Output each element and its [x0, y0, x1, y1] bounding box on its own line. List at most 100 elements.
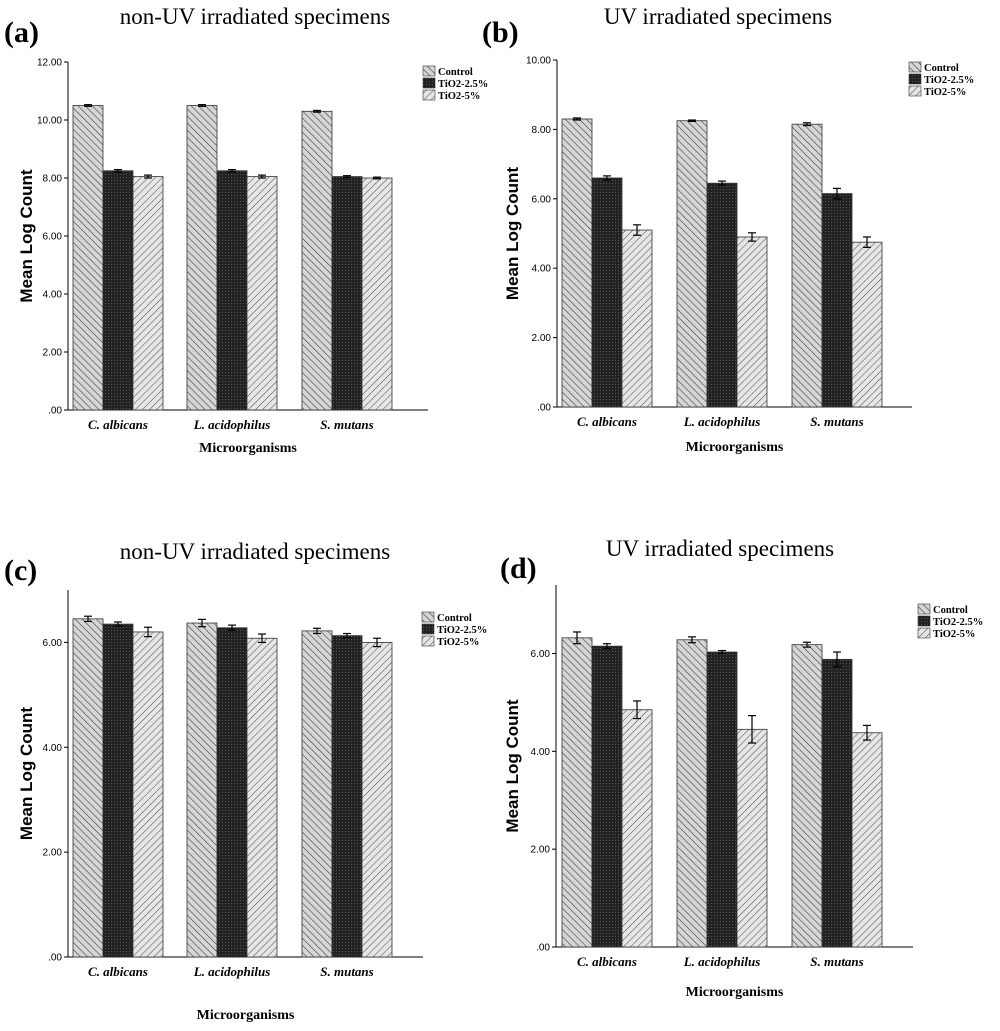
legend-swatch-control	[917, 603, 931, 615]
chart-panel-4: (d) UV irradiated specimens .00 2.00 4.00 6.0…	[500, 536, 983, 1000]
x-tick-label: S. mutans	[320, 964, 373, 979]
bar-control	[301, 110, 333, 411]
x-tick-label: C. albicans	[88, 417, 148, 432]
bar-tio2-5	[851, 241, 883, 408]
y-tick-label: 4.00	[532, 264, 552, 275]
legend-label-tio2-2-5: TiO2-2.5%	[438, 79, 488, 90]
y-tick-label: 12.00	[37, 58, 62, 69]
legend-swatch-control	[421, 611, 435, 623]
y-tick-label: 4.00	[531, 747, 551, 758]
bar-tio2-5	[132, 631, 164, 958]
bar-tio2-2-5	[706, 651, 738, 948]
legend-label-control: Control	[924, 63, 959, 74]
bar-tio2-2-5	[102, 170, 134, 411]
legend-label-tio2-2-5: TiO2-2.5%	[437, 625, 487, 636]
bar-tio2-2-5	[821, 658, 853, 948]
y-tick-label: .00	[536, 943, 550, 954]
x-axis-label: Microorganisms	[686, 440, 784, 455]
y-tick-label: 2.00	[43, 848, 63, 859]
legend-swatch-tio2-5	[422, 89, 436, 101]
legend-label-control: Control	[933, 605, 968, 616]
bar-control	[676, 639, 708, 948]
legend-swatch-tio2-5	[421, 635, 435, 647]
bar-tio2-2-5	[331, 176, 363, 411]
x-tick-label: C. albicans	[577, 414, 637, 429]
bar-control	[301, 630, 333, 958]
bar-tio2-5	[736, 236, 768, 408]
x-axis-label: Microorganisms	[197, 1008, 295, 1023]
y-tick-label: 6.00	[43, 232, 63, 243]
chart-title: UV irradiated specimens	[604, 4, 832, 29]
x-tick-label: S. mutans	[320, 417, 373, 432]
bar-tio2-2-5	[102, 623, 134, 958]
bar-tio2-2-5	[331, 635, 363, 958]
bar-tio2-5	[132, 176, 164, 411]
legend-swatch-tio2-2-5	[422, 77, 436, 89]
bar-control	[186, 622, 218, 958]
bar-tio2-2-5	[591, 177, 623, 408]
legend-label-tio2-5: TiO2-5%	[437, 637, 479, 648]
y-axis-label: Mean Log Count	[17, 169, 36, 302]
chart-panel-1: (a) non-UV irradiated specimens .00 2.00 4.0…	[4, 4, 488, 456]
x-tick-label: L. acidophilus	[193, 417, 271, 432]
y-tick-label: 6.00	[532, 194, 552, 205]
x-tick-label: C. albicans	[577, 954, 637, 969]
bar-control	[72, 105, 104, 411]
y-axis-label: Mean Log Count	[503, 699, 522, 832]
bar-tio2-5	[246, 637, 278, 958]
bar-tio2-2-5	[821, 193, 853, 408]
legend-label-tio2-5: TiO2-5%	[438, 91, 480, 102]
y-tick-label: .00	[48, 406, 62, 417]
chart-title: non-UV irradiated specimens	[120, 539, 390, 564]
x-axis-label: Microorganisms	[199, 441, 297, 456]
bar-control	[561, 637, 593, 948]
x-axis-label: Microorganisms	[686, 985, 784, 1000]
bar-control	[186, 105, 218, 411]
bar-tio2-5	[736, 728, 768, 948]
y-axis-label: Mean Log Count	[17, 707, 36, 840]
bar-control	[676, 120, 708, 408]
legend-label-control: Control	[438, 67, 473, 78]
bar-tio2-5	[246, 176, 278, 411]
bar-tio2-5	[621, 229, 653, 408]
bar-control	[791, 644, 823, 948]
y-tick-label: 6.00	[43, 638, 63, 649]
chart-title: UV irradiated specimens	[606, 536, 834, 561]
bar-tio2-5	[621, 709, 653, 948]
legend-swatch-tio2-5	[908, 85, 922, 97]
bar-control	[791, 123, 823, 408]
y-tick-label: 10.00	[526, 56, 551, 67]
bar-tio2-2-5	[216, 170, 248, 411]
legend-label-tio2-2-5: TiO2-2.5%	[924, 75, 974, 86]
y-axis-label: Mean Log Count	[503, 167, 522, 300]
y-tick-label: .00	[48, 953, 62, 964]
x-tick-label: L. acidophilus	[683, 954, 761, 969]
y-tick-label: 4.00	[43, 743, 63, 754]
y-tick-label: 10.00	[37, 116, 62, 127]
bar-tio2-5	[851, 732, 883, 948]
legend-swatch-control	[422, 65, 436, 77]
chart-panel-3: (c) non-UV irradiated specimens .00 2.00 4.0…	[4, 539, 487, 1023]
x-tick-label: L. acidophilus	[193, 964, 271, 979]
bar-control	[72, 618, 104, 958]
legend-swatch-tio2-5	[917, 627, 931, 639]
x-tick-label: L. acidophilus	[683, 414, 761, 429]
legend-swatch-tio2-2-5	[421, 623, 435, 635]
legend-swatch-control	[908, 61, 922, 73]
bar-tio2-2-5	[216, 627, 248, 958]
legend-label-tio2-5: TiO2-5%	[933, 629, 975, 640]
bar-tio2-5	[361, 642, 393, 958]
legend-swatch-tio2-2-5	[908, 73, 922, 85]
bar-tio2-2-5	[591, 645, 623, 948]
legend-label-control: Control	[437, 613, 472, 624]
bar-control	[561, 118, 593, 408]
y-tick-label: 2.00	[531, 845, 551, 856]
legend-swatch-tio2-2-5	[917, 615, 931, 627]
panel-label: (c)	[4, 554, 37, 587]
x-tick-label: C. albicans	[88, 964, 148, 979]
y-tick-label: .00	[537, 403, 551, 414]
legend-label-tio2-5: TiO2-5%	[924, 87, 966, 98]
chart-title: non-UV irradiated specimens	[120, 4, 390, 29]
